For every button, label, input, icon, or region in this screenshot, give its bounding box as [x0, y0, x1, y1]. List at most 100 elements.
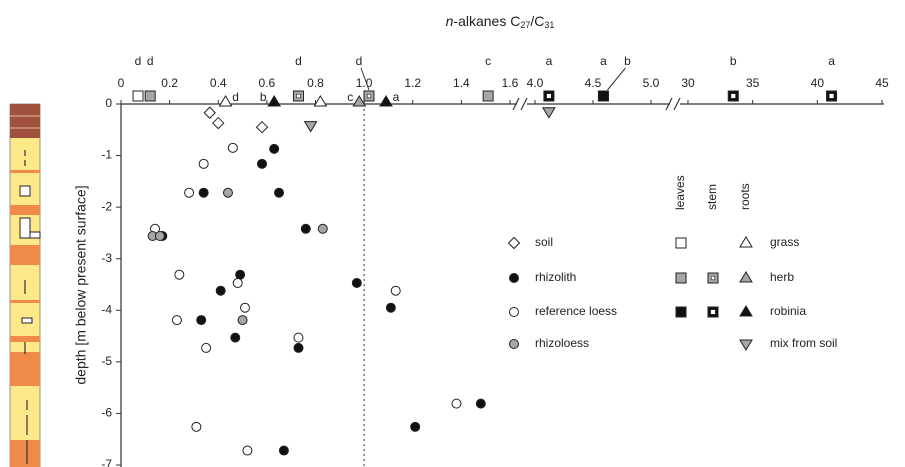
x-tick-label: 5.0: [643, 76, 660, 90]
significance-letter: a: [546, 54, 553, 68]
point: [155, 232, 164, 241]
point: [294, 343, 303, 352]
marker: [676, 273, 686, 283]
point: [510, 340, 519, 349]
column-symbol: [22, 318, 32, 323]
legend-label: soil: [535, 235, 553, 249]
point: [197, 316, 206, 325]
marker-center: [731, 94, 735, 98]
significance-letter: d: [135, 54, 142, 68]
stratigraphic-column: [10, 104, 40, 467]
significance-letter: c: [347, 90, 353, 104]
marker: [305, 122, 317, 132]
point: [352, 278, 361, 287]
y-tick-label: -1: [101, 148, 112, 162]
legend-label: mix from soil: [770, 336, 837, 350]
significance-letter: a: [393, 90, 400, 104]
legend-label: rhizoloess: [535, 336, 589, 350]
significance-letter: a: [828, 54, 835, 68]
point: [172, 316, 181, 325]
column-stripe: [10, 336, 40, 342]
point: [199, 188, 208, 197]
point: [510, 308, 519, 317]
point: [509, 238, 520, 249]
legend-column-header: roots: [738, 183, 752, 210]
column-stripe: [10, 440, 40, 467]
x-title-part: 27: [520, 20, 530, 30]
significance-letter: d: [147, 54, 154, 68]
point: [386, 303, 395, 312]
marker: [353, 96, 365, 106]
point: [236, 270, 245, 279]
column-symbol: [30, 232, 40, 238]
marker: [740, 237, 752, 247]
marker: [676, 307, 686, 317]
legend-column-header: leaves: [673, 175, 687, 210]
point: [202, 343, 211, 352]
point: [257, 122, 268, 133]
point: [175, 270, 184, 279]
point: [452, 399, 461, 408]
marker: [740, 306, 752, 316]
point: [228, 143, 237, 152]
marker-center: [297, 94, 301, 98]
point: [192, 422, 201, 431]
point: [223, 188, 232, 197]
letter-leader: [607, 68, 625, 90]
x-tick-label: 40: [811, 76, 825, 90]
x-title-part: -alkanes C: [453, 13, 520, 29]
significance-letter: b: [260, 90, 267, 104]
significance-letter: d: [356, 54, 363, 68]
axis-break: [521, 98, 527, 110]
x-tick-label: 0: [118, 76, 125, 90]
x-title-part: 31: [544, 20, 554, 30]
x-title-part: n: [446, 13, 454, 29]
marker: [145, 91, 155, 101]
x-tick-label: 35: [746, 76, 760, 90]
x-tick-label: 1.4: [453, 76, 470, 90]
marker: [380, 96, 392, 106]
marker-center: [547, 94, 551, 98]
legend-label: rhizolith: [535, 270, 576, 284]
marker: [740, 272, 752, 282]
marker: [220, 96, 232, 106]
point: [318, 224, 327, 233]
point: [238, 316, 247, 325]
axis-break: [674, 98, 680, 110]
point: [391, 286, 400, 295]
point: [243, 446, 252, 455]
y-axis-title: depth [m below present surface]: [73, 185, 89, 384]
x-tick-label: 0.6: [259, 76, 276, 90]
significance-letter: a: [600, 54, 607, 68]
y-tick-label: -6: [101, 406, 112, 420]
marker-center: [830, 94, 834, 98]
marker: [543, 108, 555, 118]
y-tick-label: -5: [101, 354, 112, 368]
point: [279, 446, 288, 455]
significance-letter: b: [730, 54, 737, 68]
significance-letter: d: [295, 54, 302, 68]
column-stripe: [10, 245, 40, 265]
point: [270, 144, 279, 153]
marker: [740, 340, 752, 350]
x-tick-label: 45: [875, 76, 889, 90]
point: [411, 422, 420, 431]
column-stripe: [10, 300, 40, 303]
x-tick-label: 30: [681, 76, 695, 90]
y-tick-label: -3: [101, 251, 112, 265]
legend-label: grass: [770, 235, 799, 249]
marker-center: [711, 276, 715, 280]
significance-letter: d: [232, 90, 239, 104]
significance-letter: b: [624, 54, 631, 68]
y-tick-label: -2: [101, 199, 112, 213]
point: [231, 333, 240, 342]
marker: [598, 91, 608, 101]
chart: n-alkanes C27/C31 depth [m below present…: [0, 0, 905, 467]
column-stripe: [10, 170, 40, 173]
y-tick-label: -7: [101, 457, 112, 467]
x-tick-label: 4.5: [585, 76, 602, 90]
point: [233, 278, 242, 287]
column-stripe: [10, 205, 40, 215]
significance-letter: c: [485, 54, 491, 68]
y-tick-label: 0: [105, 96, 112, 110]
